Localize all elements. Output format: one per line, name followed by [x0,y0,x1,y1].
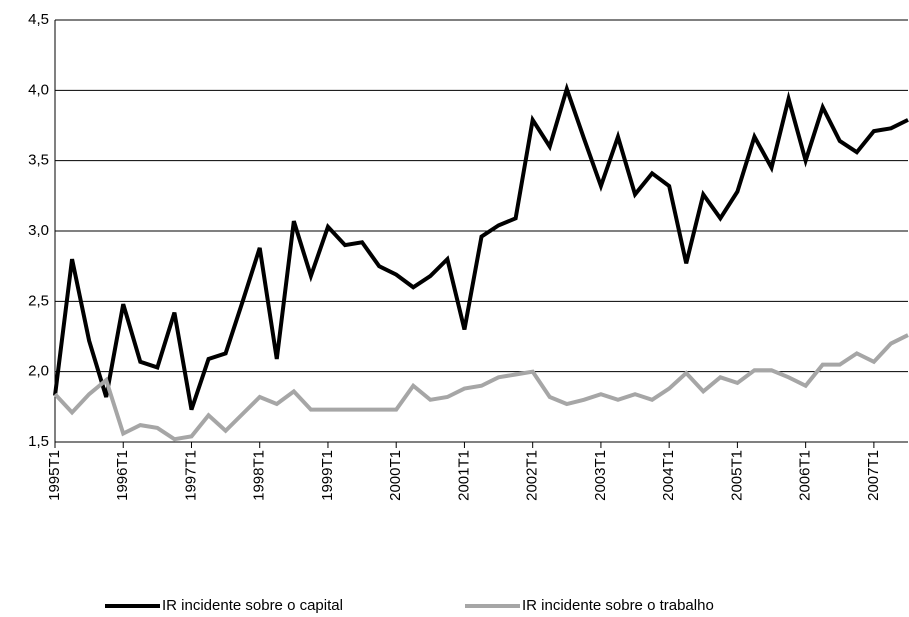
x-tick-label: 1995T1 [46,450,63,501]
x-tick-label: 1998T1 [251,450,268,501]
y-tick-label: 4,0 [28,81,49,98]
y-tick-label: 2,0 [28,363,49,380]
x-tick-label: 2005T1 [728,450,745,501]
x-tick-label: 1999T1 [319,450,336,501]
x-tick-label: 2007T1 [865,450,882,501]
series-line [53,333,909,442]
x-tick-label: 2002T1 [524,450,541,501]
x-tick-label: 2004T1 [660,450,677,501]
x-tick-label: 2003T1 [592,450,609,501]
y-tick-label: 1,5 [28,433,49,450]
legend-label: IR incidente sobre o trabalho [522,597,714,614]
x-tick-label: 2006T1 [797,450,814,501]
series-line [53,82,909,411]
y-tick-label: 3,5 [28,152,49,169]
legend-label: IR incidente sobre o capital [162,597,343,614]
y-tick-label: 2,5 [28,292,49,309]
x-tick-label: 1996T1 [114,450,131,501]
y-tick-label: 4,5 [28,11,49,28]
y-tick-label: 3,0 [28,222,49,239]
x-tick-label: 1997T1 [182,450,199,501]
x-tick-label: 2000T1 [387,450,404,501]
x-tick-label: 2001T1 [455,450,472,501]
